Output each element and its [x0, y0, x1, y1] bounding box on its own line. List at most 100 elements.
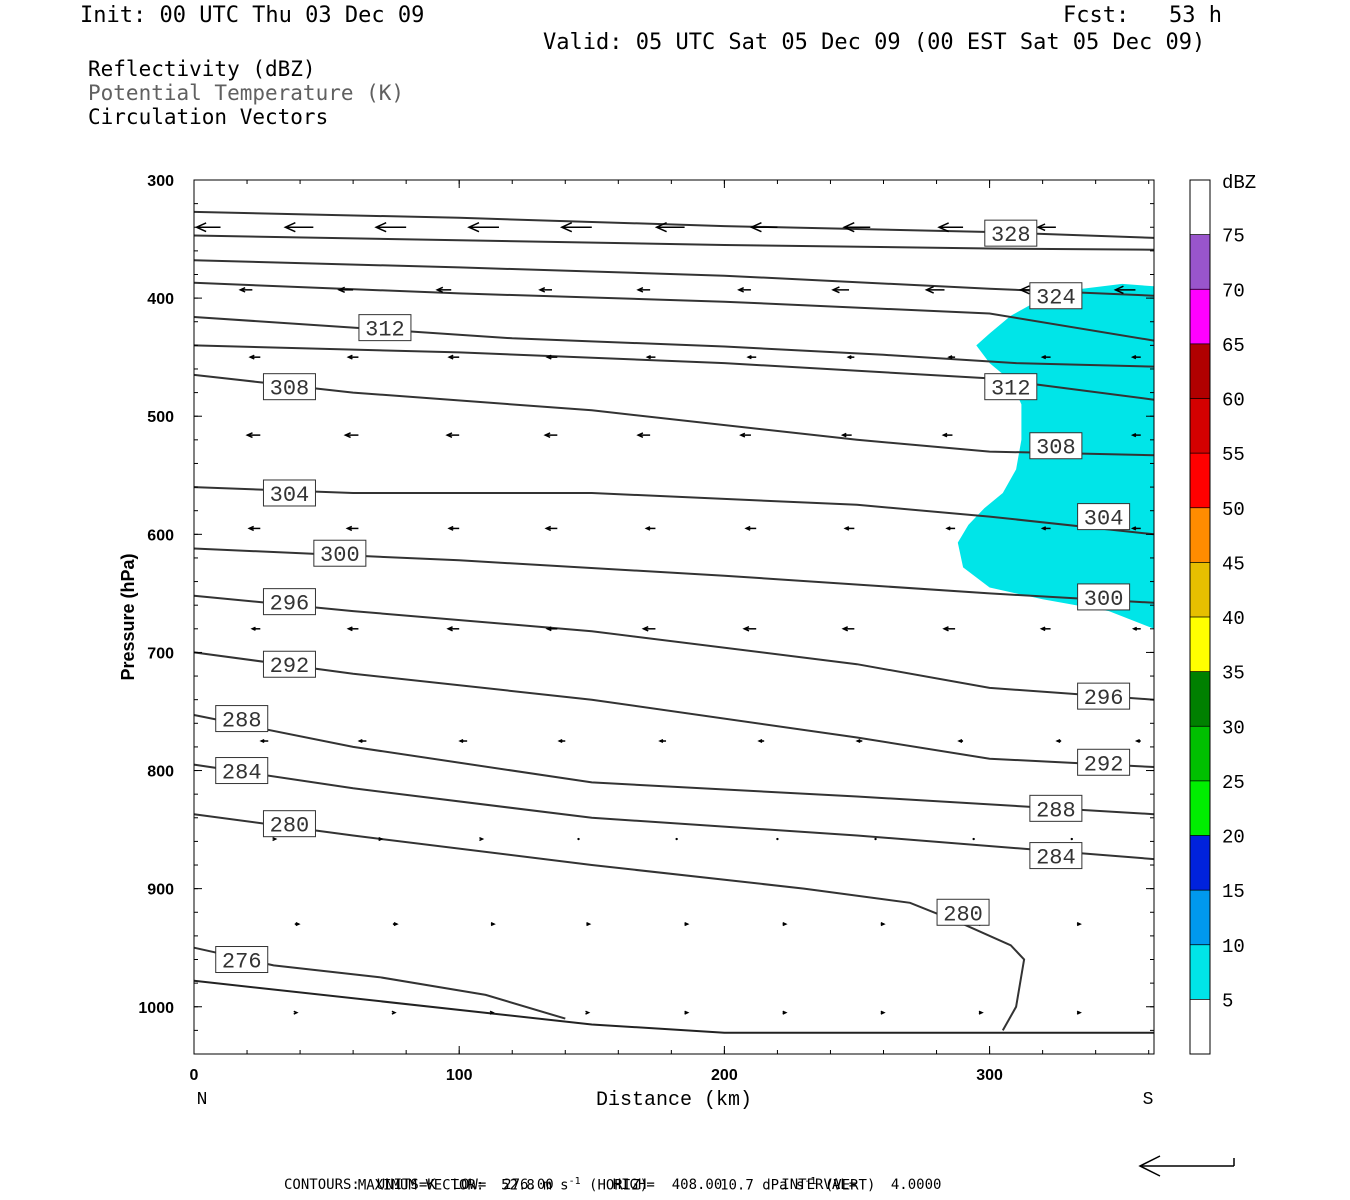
- contour-label-text: 292: [270, 654, 310, 679]
- wind-vector-head: [1076, 1010, 1082, 1015]
- wind-vector: [283, 222, 314, 233]
- wind-vector: [945, 526, 956, 531]
- contour-label-text: 328: [991, 223, 1031, 248]
- wind-vector: [259, 738, 269, 744]
- wind-vector: [538, 286, 553, 293]
- colorbar-label: 40: [1222, 608, 1245, 630]
- y-axis-title: Pressure (hPa): [118, 553, 138, 680]
- wind-vector-head: [378, 837, 384, 842]
- wind-vector-head: [293, 1010, 299, 1015]
- colorbar-label: 55: [1222, 444, 1245, 466]
- colorbar-label: 25: [1222, 772, 1245, 794]
- contour-label-text: 300: [1084, 587, 1124, 612]
- contour-label: 296: [1077, 682, 1131, 711]
- contour-label-text: 280: [943, 902, 983, 927]
- wind-vector: [489, 1010, 495, 1015]
- wind-vector-head: [1130, 526, 1137, 531]
- wind-vector: [831, 286, 850, 294]
- colorbar-segment: [1190, 671, 1210, 727]
- wind-vector-head: [941, 432, 948, 438]
- wind-vector: [924, 285, 945, 294]
- wind-vector-dot: [1070, 837, 1073, 841]
- contour-label: 288: [1029, 794, 1083, 823]
- wind-vector-head: [245, 432, 253, 439]
- wind-vector-head: [435, 286, 444, 294]
- wind-vector-head: [742, 625, 750, 632]
- wind-vector-head: [479, 837, 485, 842]
- wind-vector-head: [1130, 432, 1137, 438]
- wind-vector: [392, 922, 399, 927]
- wind-vector: [345, 525, 359, 532]
- wind-vector: [245, 432, 261, 439]
- wind-vector: [636, 286, 651, 293]
- contour-label-box: [262, 373, 316, 401]
- sup-1: -1: [568, 1176, 581, 1187]
- contour-label-box: [262, 588, 316, 616]
- wind-vector-head: [557, 738, 563, 744]
- legend-reflectivity: Reflectivity (dBZ): [88, 57, 316, 81]
- wind-vector: [972, 837, 975, 841]
- wind-vector-head: [391, 1010, 397, 1015]
- wind-vector-head: [337, 286, 346, 294]
- contour-label-text: 300: [320, 543, 360, 568]
- colorbar-title: dBZ: [1222, 172, 1256, 194]
- wind-vector: [880, 922, 886, 927]
- wind-vector-head: [345, 525, 353, 532]
- contour-label-box: [262, 650, 316, 678]
- wind-vector: [543, 432, 558, 438]
- wind-vector-head: [782, 1010, 788, 1015]
- wind-vector: [346, 626, 359, 632]
- wind-vector: [1130, 355, 1141, 360]
- contour-label-text: 280: [270, 814, 310, 839]
- wind-vector: [248, 354, 261, 360]
- wind-vector: [272, 837, 278, 842]
- contour-label: 308: [1029, 432, 1083, 461]
- circulation-vectors: [194, 222, 1141, 1015]
- colorbar-segment: [1190, 726, 1210, 781]
- contour-label-box: [215, 705, 269, 733]
- wind-vector: [874, 837, 877, 841]
- wind-vector: [446, 626, 460, 632]
- wind-vector: [293, 1010, 299, 1015]
- wind-vector: [776, 837, 779, 841]
- wind-vector-head: [843, 526, 850, 531]
- theta-contour-line: [193, 594, 1155, 701]
- wind-vector: [645, 355, 656, 360]
- contour-label: 292: [262, 650, 316, 679]
- wind-vector-dot: [577, 837, 580, 841]
- wind-vector: [1039, 626, 1051, 632]
- wind-vector-head: [1130, 355, 1137, 360]
- contour-label-box: [1077, 583, 1131, 611]
- sup-2: -1: [804, 1176, 817, 1187]
- wind-vector: [1076, 922, 1082, 927]
- contour-label-box: [358, 314, 412, 342]
- wind-vector-head: [1036, 223, 1046, 232]
- theta-contour-line: [193, 763, 1155, 861]
- wind-vector: [684, 922, 690, 927]
- wind-vector: [675, 837, 678, 841]
- wind-vector: [343, 432, 359, 439]
- y-tick-label: 700: [147, 645, 174, 662]
- wind-vector: [445, 432, 460, 438]
- colorbar-segment: [1190, 180, 1210, 235]
- contour-label: 296: [262, 588, 316, 617]
- wind-vector-head: [1039, 626, 1046, 632]
- wind-vector-head: [445, 432, 453, 438]
- wind-vector-head: [757, 738, 763, 744]
- wind-vector-head: [545, 626, 552, 632]
- wind-vector: [739, 432, 751, 438]
- colorbar-segment: [1190, 453, 1210, 508]
- wind-vector-head: [1113, 285, 1124, 295]
- wind-vector-head: [744, 525, 751, 531]
- wind-vector-head: [978, 1010, 984, 1015]
- contour-label: 284: [215, 757, 269, 786]
- colorbar-label: 35: [1222, 663, 1245, 685]
- contour-label-text: 324: [1036, 286, 1076, 311]
- wind-vector: [447, 525, 460, 531]
- wind-vector-head: [346, 626, 353, 632]
- wind-vector: [1134, 738, 1141, 744]
- contour-label-box: [984, 219, 1038, 247]
- valid-time: Valid: 05 UTC Sat 05 Dec 09 (00 EST Sat …: [543, 30, 1206, 55]
- wind-vector-head: [737, 286, 745, 293]
